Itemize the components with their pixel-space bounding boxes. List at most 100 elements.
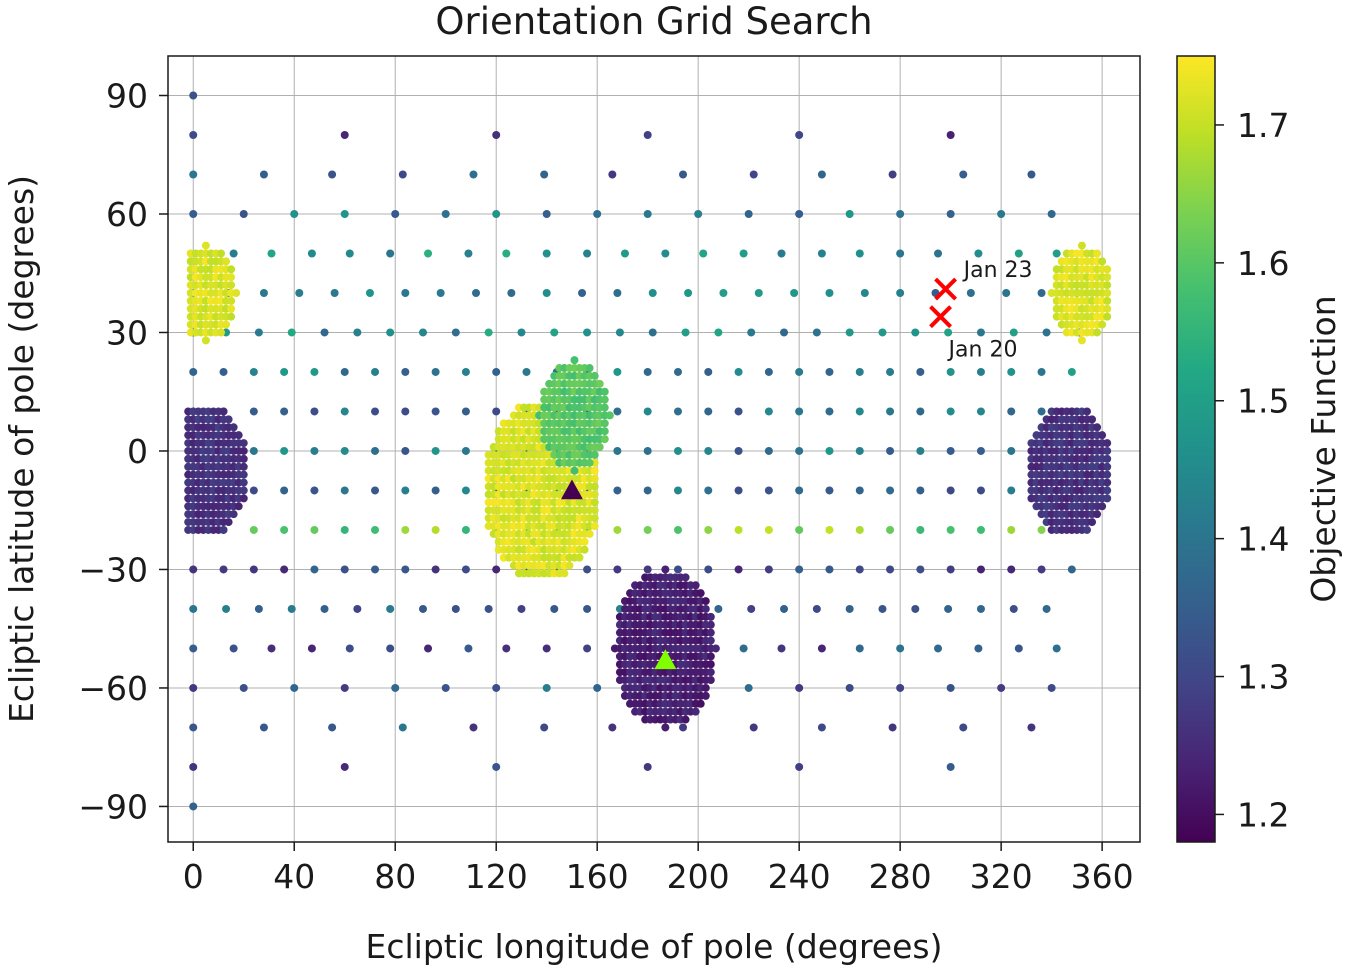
refined-point: [1077, 336, 1086, 345]
refined-point: [232, 288, 241, 297]
refined-point: [585, 364, 594, 373]
grid-point: [974, 249, 983, 258]
refined-point: [600, 427, 609, 436]
y-axis-ticks: −90 −60 −30 0 30 60 90: [78, 76, 168, 826]
refined-point: [227, 273, 236, 282]
grid-point: [916, 525, 925, 534]
refined-point: [224, 415, 233, 424]
grid-point: [1067, 565, 1076, 574]
grid-point: [886, 446, 895, 455]
grid-point: [441, 683, 450, 692]
grid-point: [401, 446, 410, 455]
grid-point: [307, 249, 316, 258]
refined-point: [201, 241, 210, 250]
grid-point: [1047, 209, 1056, 218]
refined-point: [600, 387, 609, 396]
grid-point: [340, 367, 349, 376]
grid-point: [648, 288, 657, 297]
grid-point: [976, 407, 985, 416]
refined-point: [219, 525, 228, 534]
grid-point: [944, 604, 953, 613]
grid-point: [472, 288, 481, 297]
grid-point: [464, 249, 473, 258]
grid-point: [340, 525, 349, 534]
grid-point: [946, 209, 955, 218]
grid-point: [845, 604, 854, 613]
grid-point: [946, 407, 955, 416]
grid-point: [684, 288, 693, 297]
grid-point: [507, 288, 516, 297]
grid-point: [280, 367, 289, 376]
grid-point: [254, 328, 263, 337]
grid-point: [1047, 683, 1056, 692]
grid-point: [764, 565, 773, 574]
grid-point: [648, 328, 657, 337]
y-axis-label: Ecliptic latitude of pole (degrees): [2, 175, 41, 723]
grid-point: [418, 328, 427, 337]
grid-point: [777, 249, 786, 258]
grid-point: [744, 209, 753, 218]
grid-point: [461, 446, 470, 455]
grid-point: [280, 486, 289, 495]
grid-point: [517, 328, 526, 337]
grid-point: [436, 288, 445, 297]
grid-point: [280, 565, 289, 574]
refined-point: [706, 668, 715, 677]
grid-point: [661, 249, 670, 258]
grid-point: [461, 407, 470, 416]
grid-point: [492, 407, 501, 416]
grid-point: [764, 367, 773, 376]
grid-point: [896, 683, 905, 692]
refined-point: [227, 304, 236, 313]
grid-point: [583, 565, 592, 574]
grid-point: [673, 446, 682, 455]
grid-point: [189, 91, 198, 100]
grid-point: [974, 644, 983, 653]
x-marker: [934, 277, 958, 301]
grid-point: [916, 486, 925, 495]
grid-point: [310, 407, 319, 416]
grid-point: [886, 486, 895, 495]
grid-point: [189, 644, 198, 653]
grid-point: [593, 683, 602, 692]
grid-point: [401, 525, 410, 534]
refined-point: [222, 320, 231, 329]
grid-point: [550, 328, 559, 337]
grid-point: [817, 644, 826, 653]
grid-point: [643, 209, 652, 218]
grid-point: [845, 328, 854, 337]
grid-point: [615, 328, 624, 337]
x-tick-label: 200: [667, 857, 730, 896]
refined-point: [590, 466, 599, 475]
grid-point: [310, 446, 319, 455]
refined-point: [239, 454, 248, 463]
refined-point: [1093, 249, 1102, 258]
grid-point: [290, 209, 299, 218]
refined-point: [706, 612, 715, 621]
grid-point: [777, 644, 786, 653]
grid-point: [340, 407, 349, 416]
grid-point: [1067, 367, 1076, 376]
grid-point: [704, 367, 713, 376]
grid-point: [620, 249, 629, 258]
refined-point: [1103, 281, 1112, 290]
grid-point: [817, 249, 826, 258]
grid-point: [704, 525, 713, 534]
grid-point: [287, 604, 296, 613]
grid-point: [307, 644, 316, 653]
refined-point: [706, 628, 715, 637]
grid-point: [219, 565, 228, 574]
grid-point: [946, 486, 955, 495]
grid-point: [469, 723, 478, 732]
grid-point: [249, 446, 258, 455]
grid-point: [704, 446, 713, 455]
grid-point: [340, 565, 349, 574]
grid-point: [189, 367, 198, 376]
refined-point: [1103, 478, 1112, 487]
grid-point: [386, 644, 395, 653]
refined-point: [1088, 415, 1097, 424]
grid-point: [353, 604, 362, 613]
grid-point: [371, 486, 380, 495]
refined-point: [1103, 296, 1112, 305]
grid-point: [976, 328, 985, 337]
